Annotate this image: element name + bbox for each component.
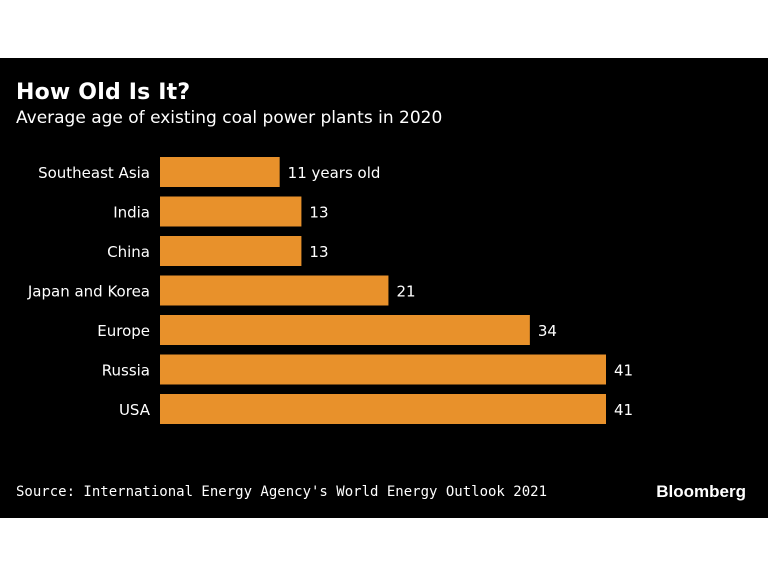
value-label: 13 xyxy=(309,204,328,222)
chart-card: How Old Is It? Average age of existing c… xyxy=(0,58,768,518)
bar xyxy=(160,236,302,266)
category-label: India xyxy=(113,204,150,222)
value-label: 41 xyxy=(614,362,633,380)
chart-title: How Old Is It? xyxy=(16,80,191,105)
bar xyxy=(160,315,530,345)
bar-chart: Southeast Asia 11 years old India 13 China 13… xyxy=(27,157,633,424)
category-label: China xyxy=(107,243,150,261)
category-label: Russia xyxy=(102,362,150,380)
bar xyxy=(160,196,302,227)
value-label: 13 xyxy=(309,243,328,261)
category-label: Europe xyxy=(97,322,150,340)
category-label: USA xyxy=(119,401,151,419)
bar xyxy=(160,394,606,424)
value-label: 21 xyxy=(396,283,415,301)
value-label: 11 years old xyxy=(288,164,381,182)
bloomberg-logo: Bloomberg xyxy=(656,482,746,501)
source-note: Source: International Energy Agency's Wo… xyxy=(16,484,548,500)
bar xyxy=(160,354,606,385)
bar xyxy=(160,157,280,187)
chart-subtitle: Average age of existing coal power plant… xyxy=(16,108,443,128)
category-label: Southeast Asia xyxy=(38,164,150,182)
category-label: Japan and Korea xyxy=(27,283,150,301)
value-label: 41 xyxy=(614,401,633,419)
value-label: 34 xyxy=(538,322,557,340)
bar xyxy=(160,275,389,306)
